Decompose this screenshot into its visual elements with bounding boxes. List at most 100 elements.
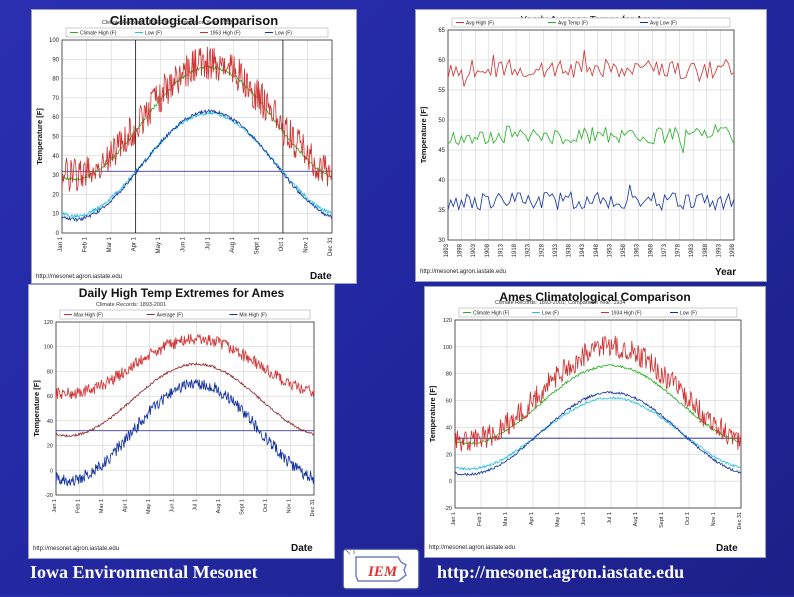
x-tick-label: Feb 1 [83, 236, 89, 252]
plot-frame [55, 321, 315, 496]
source-url: http://mesonet.agron.iastate.edu [33, 546, 120, 552]
x-tick-label: Jun 1 [181, 236, 187, 251]
y-tick-label: 60 [47, 394, 53, 400]
y-axis-label: Temperature [F] [428, 385, 437, 442]
legend-label: Min High (F) [239, 313, 267, 319]
legend: Max High (F) Average (F) Min High (F) [59, 309, 311, 320]
y-tick-label: 60 [446, 399, 452, 405]
y-tick-label: 20 [52, 192, 59, 198]
x-tick-label: 1928 [539, 243, 545, 257]
legend-label: Avg Low (F) [650, 21, 677, 27]
x-tick-label: 1898 [458, 243, 464, 257]
x-tick-label: Feb 1 [75, 499, 81, 513]
chart-panel-2: Yearly Average Temps for Ames Avg High (… [415, 9, 767, 282]
x-axis-name: Date [716, 543, 738, 554]
x-tick-label: May 1 [146, 499, 152, 514]
legend-label: Avg High (F) [466, 21, 494, 27]
series-line [447, 184, 735, 212]
legend-label: Low (F) [680, 311, 697, 317]
chart-subtitle: Climate Records: 1893-2001; Comparison Y… [102, 20, 233, 26]
y-tick-label: -20 [444, 506, 452, 512]
x-tick-label: Aug 1 [633, 512, 639, 526]
y-tick-label: 20 [446, 452, 452, 458]
x-tick-label: 1978 [676, 243, 682, 257]
x-tick-label: Jan 1 [451, 512, 457, 525]
x-tick-label: 1948 [594, 243, 600, 257]
legend: Climate High (F) Low (F) 1934 High (F) Low … [458, 307, 738, 318]
y-tick-label: 0 [50, 468, 53, 474]
iem-logo: IEM [340, 546, 422, 592]
x-tick-label: Nov 1 [287, 499, 293, 513]
x-tick-label: Nov 1 [711, 512, 717, 526]
chart-svg: Climate Records: 1893-2001; Comparison Y… [35, 20, 334, 256]
x-tick-label: 1933 [553, 243, 559, 257]
x-tick-label: Sept 1 [254, 236, 260, 254]
x-tick-label: 1983 [689, 243, 695, 257]
source-url: http://mesonet.agron.iastate.edu [429, 545, 516, 551]
y-tick-label: 80 [446, 372, 452, 378]
y-tick-label: 50 [52, 135, 59, 141]
x-tick-label: 1988 [703, 243, 709, 257]
x-tick-label: Jun 1 [581, 512, 587, 525]
chart-panel-1: Climatological Comparison Climate Record… [31, 9, 357, 284]
chart-svg: Climate Records: 1893-2001 Max High (F) Av… [32, 302, 316, 516]
x-tick-label: 1998 [730, 243, 736, 257]
x-tick-label: 1963 [635, 243, 641, 257]
footer-url-link[interactable]: http://mesonet.agron.iastate.edu [437, 562, 685, 582]
y-tick-label: 40 [47, 419, 53, 425]
series-line [55, 333, 315, 400]
source-url: http://mesonet.agron.iastate.edu [420, 269, 507, 275]
y-tick-label: 10 [52, 212, 59, 218]
y-axis-label: Temperature [F] [419, 106, 428, 163]
legend-label: 1953 High (F) [210, 31, 241, 37]
x-tick-label: 1943 [580, 243, 586, 257]
x-tick-label: Feb 1 [477, 512, 483, 526]
legend-label: Low (F) [145, 31, 162, 37]
x-tick-label: Sept 1 [240, 499, 246, 515]
series-line [447, 123, 735, 154]
y-tick-label: 100 [49, 38, 60, 44]
y-tick-label: 40 [438, 178, 445, 184]
y-tick-label: 0 [56, 231, 60, 237]
x-tick-label: 1918 [512, 243, 518, 257]
x-tick-label: Oct 1 [263, 499, 269, 512]
x-tick-label: Dec 31 [310, 499, 316, 516]
x-tick-label: 1903 [471, 243, 477, 257]
legend-label: Max High (F) [74, 313, 103, 319]
series-line [454, 335, 742, 452]
x-tick-label: Mar 1 [503, 512, 509, 526]
plot-frame [61, 39, 333, 234]
x-tick-label: May 1 [156, 236, 162, 253]
chart-title: Ames Climatological Comparison [499, 290, 691, 304]
y-tick-label: 0 [449, 479, 452, 485]
x-axis-name: Date [291, 543, 313, 554]
y-tick-label: 120 [44, 320, 53, 326]
legend-label: Low (F) [275, 31, 292, 37]
legend-label: 1934 High (F) [611, 311, 642, 317]
y-tick-label: 80 [47, 369, 53, 375]
y-tick-label: 20 [47, 444, 53, 450]
y-tick-label: 40 [446, 425, 452, 431]
legend-label: Average (F) [157, 313, 184, 319]
chart-svg: Climate Records: 1893-2001; Comparison Y… [428, 300, 743, 529]
x-tick-label: Oct 1 [685, 512, 691, 525]
legend: Climate High (F) Low (F) 1953 High (F) Low … [65, 27, 329, 38]
x-tick-label: 1908 [485, 243, 491, 257]
y-axis-label: Temperature [F] [35, 108, 44, 165]
y-tick-label: -20 [45, 493, 53, 499]
x-tick-label: Jul 1 [193, 499, 199, 511]
x-axis-name: Date [310, 271, 332, 282]
x-tick-label: 1953 [607, 243, 613, 257]
x-tick-label: Apr 1 [529, 512, 535, 525]
series-line [61, 108, 333, 223]
series-line [61, 64, 333, 181]
x-tick-label: Jan 1 [52, 499, 58, 512]
series-line [454, 364, 742, 445]
y-tick-label: 30 [438, 238, 445, 244]
chart-subtitle: Climate Records: 1893-2001; Comparison Y… [495, 300, 626, 306]
x-tick-label: Dec 31 [737, 512, 743, 529]
x-tick-label: Apr 1 [132, 236, 138, 251]
x-tick-label: Jul 1 [607, 512, 613, 524]
chart-subtitle: Climate Records: 1893-2001 [96, 302, 166, 308]
legend-box [59, 309, 311, 320]
